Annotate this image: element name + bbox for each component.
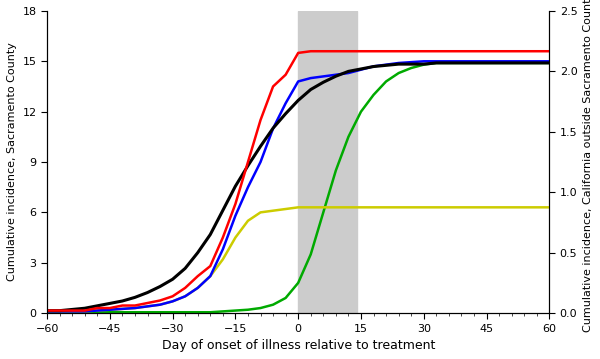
Y-axis label: Cumulative incidence, California outside Sacramento County: Cumulative incidence, California outside… [583, 0, 593, 332]
Bar [298, 11, 357, 313]
Y-axis label: Cumulative incidence, Sacramento County: Cumulative incidence, Sacramento County [7, 43, 17, 281]
X-axis label: Day of onset of illness relative to treatment: Day of onset of illness relative to trea… [161, 339, 435, 352]
